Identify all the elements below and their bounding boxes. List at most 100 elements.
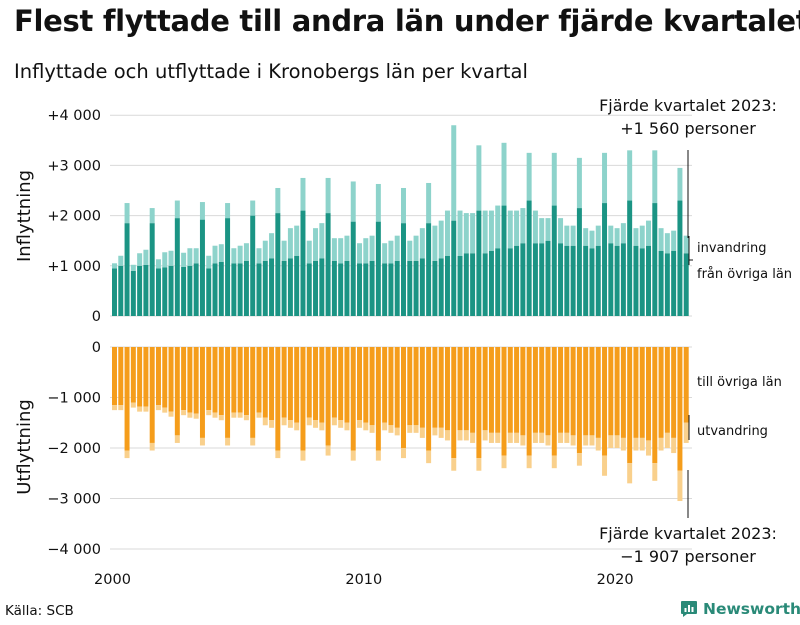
bar-out-emigration [162,407,168,413]
bar-out-domestic [583,347,589,436]
bar-out-emigration [187,412,193,418]
bar-out-emigration [407,425,413,433]
bar-out-domestic [338,347,344,421]
bar-in-immigration [269,233,275,259]
bar-out-emigration [375,450,381,461]
bar-out-domestic [639,347,645,438]
y-tick-label: +1 000 [47,259,101,275]
bar-out-emigration [118,405,124,411]
bar-in-domestic [331,260,337,316]
bar-in-domestic [319,258,325,316]
bar-out-domestic [501,347,507,456]
bar-in-domestic [357,263,363,316]
bar-in-immigration [174,200,180,219]
bar-in-domestic [658,250,664,316]
bar-in-domestic [206,268,212,316]
bar-out-domestic [526,347,532,456]
bar-out-emigration [357,420,363,428]
bar-out-emigration [539,432,545,443]
bar-out-domestic [212,347,218,413]
bar-out-emigration [225,437,231,446]
bar-out-emigration [413,425,419,433]
bar-in-domestic [168,265,174,316]
bar-out-emigration [476,458,482,471]
bar-in-domestic [275,213,281,316]
bar-in-domestic [256,263,262,316]
bar-out-domestic [112,347,117,406]
bar-out-emigration [174,435,180,443]
bar-in-immigration [118,255,124,266]
bar-out-emigration [671,437,677,454]
bar-in-immigration [501,142,507,206]
bar-out-emigration [551,455,557,469]
bar-in-domestic [112,268,117,316]
bar-out-domestic [369,347,375,426]
bar-out-domestic [256,347,262,413]
bar-out-emigration [300,450,306,461]
bar-in-immigration [482,210,488,254]
bar-in-domestic [432,260,438,316]
bar-out-emigration [237,412,243,418]
bar-in-domestic [532,243,538,316]
bar-out-emigration [432,427,438,436]
y-tick-label: −4 000 [47,542,101,558]
bar-in-domestic [495,248,501,316]
bar-in-immigration [551,152,557,206]
y-tick-label: −2 000 [47,441,101,457]
bar-out-domestic [432,347,438,428]
bar-out-domestic [413,347,419,426]
bar-in-immigration [564,225,570,246]
bar-out-domestic [344,347,350,423]
bar-in-domestic [262,260,268,316]
y-tick-label: +2 000 [47,209,101,225]
bar-in-immigration [558,218,564,244]
bar-out-emigration [488,432,494,443]
bar-in-domestic [250,215,256,316]
bar-in-domestic [539,243,545,316]
bar-in-domestic [363,263,369,316]
bar-out-emigration [419,427,425,438]
bar-in-domestic [369,260,375,316]
bar-out-domestic [470,347,476,433]
bar-out-domestic [595,347,601,438]
bar-out-domestic [118,347,124,406]
bar-in-immigration [532,210,538,244]
bar-in-domestic [526,200,532,316]
bar-in-immigration [595,225,601,246]
bar-out-emigration [143,406,149,412]
bar-out-domestic [375,347,381,451]
brand-logo[interactable]: Newsworthy [680,600,800,618]
bar-in-immigration [262,240,268,261]
bar-out-emigration [545,435,551,446]
bar-out-domestic [231,347,237,413]
bar-out-domestic [149,347,155,443]
bar-in-immigration [294,225,300,256]
bar-out-domestic [407,347,413,426]
bar-out-emigration [199,437,205,446]
bar-out-emigration [589,435,595,446]
bar-in-domestic [269,258,275,316]
bar-in-immigration [671,230,677,251]
bar-in-immigration [212,245,218,264]
bar-out-emigration [243,415,249,421]
bar-out-domestic [181,347,187,411]
bar-out-domestic [243,347,249,416]
bar-out-emigration [444,430,450,441]
bar-in-domestic [463,253,469,316]
bar-out-domestic [444,347,450,431]
bar-in-immigration [570,225,576,246]
bar-out-emigration [388,425,394,433]
bar-out-emigration [514,432,520,443]
bar-out-emigration [130,402,136,408]
bar-in-immigration [382,243,388,264]
bar-out-domestic [438,347,444,428]
bar-in-immigration [231,248,237,264]
bar-in-domestic [137,265,143,316]
bar-in-immigration [438,220,444,259]
bar-in-immigration [608,225,614,244]
bar-out-domestic [206,347,212,411]
bar-out-domestic [545,347,551,436]
bar-in-immigration [193,248,199,264]
bar-out-domestic [658,347,664,438]
annotation-top-line1: Fjärde kvartalet 2023: [599,96,777,115]
